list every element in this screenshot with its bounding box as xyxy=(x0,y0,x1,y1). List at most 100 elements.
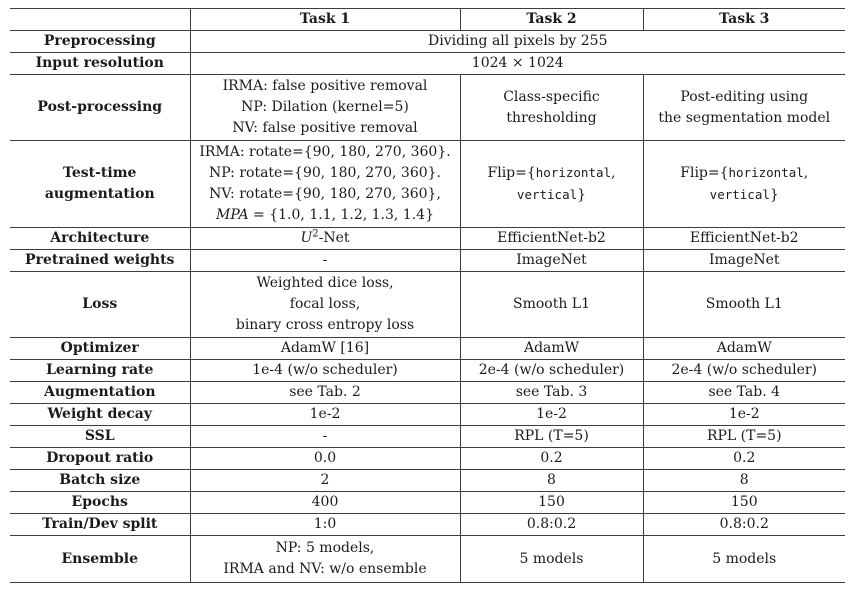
row-label-input-resolution: Input resolution xyxy=(10,52,191,75)
row-label-weight-decay: Weight decay xyxy=(10,403,191,426)
cell-line: NV: rotate={90, 180, 270, 360}, xyxy=(209,186,441,202)
row-weight-decay: Weight decay 1e-2 1e-2 1e-2 xyxy=(10,403,845,426)
cell-line: vertical} xyxy=(648,184,842,206)
cell-architecture-task3: EfficientNet-b2 xyxy=(642,227,845,250)
row-label-ssl: SSL xyxy=(10,425,191,448)
row-label-loss: Loss xyxy=(10,271,191,338)
net-suffix: -Net xyxy=(318,230,350,246)
cell-ensemble-task1: NP: 5 models, IRMA and NV: w/o ensemble xyxy=(189,535,461,583)
cell-optimizer-task1: AdamW [16] xyxy=(189,337,461,360)
cell-line: binary cross entropy loss xyxy=(235,317,415,333)
cell-learning-rate-task2: 2e-4 (w/o scheduler) xyxy=(459,359,644,382)
header-task3: Task 3 xyxy=(642,8,845,31)
cell-batch-size-task1: 2 xyxy=(189,469,461,492)
cell-optimizer-task3: AdamW xyxy=(642,337,845,360)
cell-ssl-task1: - xyxy=(189,425,461,448)
cell-learning-rate-task3: 2e-4 (w/o scheduler) xyxy=(642,359,845,382)
flip-close: } xyxy=(769,187,779,203)
cell-ssl-task2: RPL (T=5) xyxy=(459,425,644,448)
cell-batch-size-task3: 8 xyxy=(642,469,845,492)
row-label-test-time-augmentation: Test-time augmentation xyxy=(10,140,191,228)
cell-line: Test-time xyxy=(63,165,137,181)
header-task1: Task 1 xyxy=(189,8,461,31)
row-batch-size: Batch size 2 8 8 xyxy=(10,469,845,492)
mono-token-horizontal: horizontal xyxy=(535,165,612,180)
row-ensemble: Ensemble NP: 5 models, IRMA and NV: w/o … xyxy=(10,535,845,583)
cell-epochs-task3: 150 xyxy=(642,491,845,514)
mono-token-vertical: vertical xyxy=(709,187,770,202)
cell-pretrained-task1: - xyxy=(189,249,461,272)
row-label-dropout-ratio: Dropout ratio xyxy=(10,447,191,470)
mono-token-vertical: vertical xyxy=(516,187,578,202)
cell-ssl-task3: RPL (T=5) xyxy=(642,425,845,448)
cell-epochs-task2: 150 xyxy=(459,491,644,514)
cell-learning-rate-task1: 1e-4 (w/o scheduler) xyxy=(189,359,461,382)
row-label-optimizer: Optimizer xyxy=(10,337,191,360)
row-learning-rate: Learning rate 1e-4 (w/o scheduler) 2e-4 … xyxy=(10,359,845,382)
row-label-pretrained-weights: Pretrained weights xyxy=(10,249,191,272)
cell-loss-task1: Weighted dice loss, focal loss, binary c… xyxy=(189,271,461,338)
row-post-processing: Post-processing IRMA: false positive rem… xyxy=(10,74,845,141)
cell-post-processing-task2: Class-specific thresholding xyxy=(459,74,644,141)
header-row: Task 1 Task 2 Task 3 xyxy=(10,8,845,31)
cell-tta-task2: Flip={horizontal, vertical} xyxy=(459,140,644,228)
cell-weight-decay-task1: 1e-2 xyxy=(189,403,461,426)
cell-line: IRMA: rotate={90, 180, 270, 360}. xyxy=(199,144,451,160)
cell-architecture-task1: U2-Net xyxy=(189,227,461,250)
cell-loss-task3: Smooth L1 xyxy=(642,271,845,338)
cell-tta-task3: Flip={horizontal, vertical} xyxy=(642,140,845,228)
flip-comma: , xyxy=(803,165,809,181)
cell-dropout-task1: 0.0 xyxy=(189,447,461,470)
cell-ensemble-task3: 5 models xyxy=(642,535,845,583)
cell-batch-size-task2: 8 xyxy=(459,469,644,492)
cell-weight-decay-task2: 1e-2 xyxy=(459,403,644,426)
row-label-batch-size: Batch size xyxy=(10,469,191,492)
cell-line: thresholding xyxy=(506,109,597,126)
flip-prefix: Flip={ xyxy=(487,165,536,181)
row-epochs: Epochs 400 150 150 xyxy=(10,491,845,514)
cell-weight-decay-task3: 1e-2 xyxy=(642,403,845,426)
math-variable-u: U xyxy=(300,230,313,246)
row-label-train-dev-split: Train/Dev split xyxy=(10,513,191,536)
cell-architecture-task2: EfficientNet-b2 xyxy=(459,227,644,250)
cell-line: Weighted dice loss, xyxy=(256,275,394,291)
header-blank-cell xyxy=(10,8,191,31)
superscript-2: 2 xyxy=(312,228,319,240)
row-dropout-ratio: Dropout ratio 0.0 0.2 0.2 xyxy=(10,447,845,470)
cell-line: the segmentation model xyxy=(658,109,831,126)
row-pretrained-weights: Pretrained weights - ImageNet ImageNet xyxy=(10,249,845,272)
row-augmentation: Augmentation see Tab. 2 see Tab. 3 see T… xyxy=(10,381,845,404)
cell-input-resolution-all-tasks: 1024 × 1024 xyxy=(189,52,845,75)
row-label-augmentation: Augmentation xyxy=(10,381,191,404)
row-label-preprocessing: Preprocessing xyxy=(10,30,191,53)
cell-tta-task1: IRMA: rotate={90, 180, 270, 360}. NP: ro… xyxy=(189,140,461,228)
cell-augmentation-task3: see Tab. 4 xyxy=(642,381,845,404)
cell-post-processing-task1: IRMA: false positive removal NP: Dilatio… xyxy=(189,74,461,141)
cell-line: IRMA and NV: w/o ensemble xyxy=(223,561,427,577)
row-label-post-processing: Post-processing xyxy=(10,74,191,141)
cell-dropout-task2: 0.2 xyxy=(459,447,644,470)
math-variable-mpa: MPA xyxy=(216,207,249,223)
header-task2: Task 2 xyxy=(459,8,644,31)
cell-line: IRMA: false positive removal xyxy=(222,78,428,94)
cell-line: augmentation xyxy=(44,186,155,202)
cell-train-dev-task2: 0.8:0.2 xyxy=(459,513,644,536)
row-input-resolution: Input resolution 1024 × 1024 xyxy=(10,52,845,75)
cell-optimizer-task2: AdamW xyxy=(459,337,644,360)
cell-dropout-task3: 0.2 xyxy=(642,447,845,470)
cell-line: focal loss, xyxy=(289,296,361,312)
cell-line: NV: false positive removal xyxy=(232,120,418,136)
row-label-ensemble: Ensemble xyxy=(10,535,191,583)
cell-line: Flip={horizontal, xyxy=(465,162,639,184)
flip-comma: , xyxy=(611,165,616,181)
cell-line: Flip={horizontal, xyxy=(648,162,842,184)
row-test-time-augmentation: Test-time augmentation IRMA: rotate={90,… xyxy=(10,140,845,228)
experiment-settings-table: Task 1 Task 2 Task 3 Preprocessing Divid… xyxy=(10,8,845,583)
cell-train-dev-task1: 1:0 xyxy=(189,513,461,536)
cell-loss-task2: Smooth L1 xyxy=(459,271,644,338)
cell-preprocessing-all-tasks: Dividing all pixels by 255 xyxy=(189,30,845,53)
row-label-learning-rate: Learning rate xyxy=(10,359,191,382)
cell-line: Class-specific xyxy=(503,88,600,105)
row-ssl: SSL - RPL (T=5) RPL (T=5) xyxy=(10,425,845,448)
row-preprocessing: Preprocessing Dividing all pixels by 255 xyxy=(10,30,845,53)
